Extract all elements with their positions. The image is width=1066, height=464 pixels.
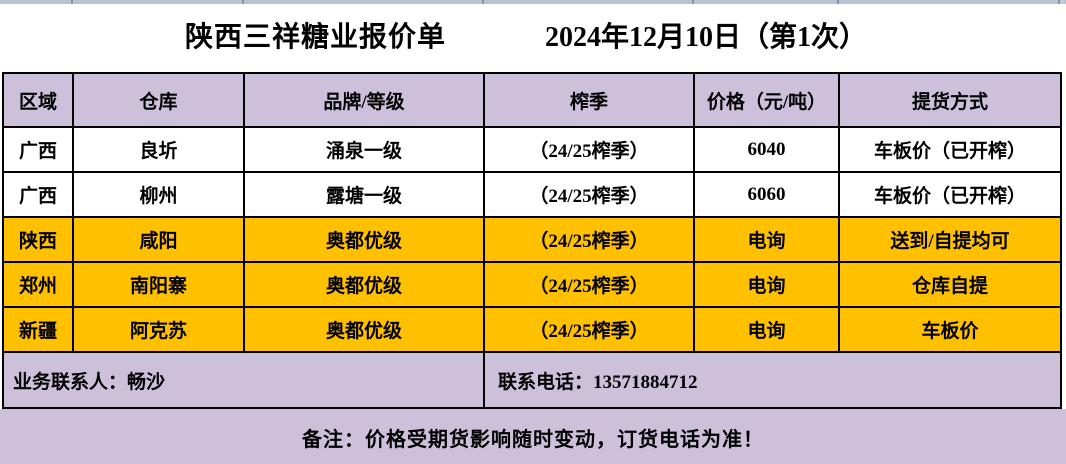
- cell-brand: 露塘一级: [243, 171, 485, 218]
- cell-warehouse: 南阳寨: [72, 261, 245, 308]
- quote-table: 区域 仓库 品牌/等级 榨季 价格（元/吨） 提货方式 广西 良圻 涌泉一级 （24/…: [2, 72, 1062, 409]
- column-gridline-tick: [692, 0, 694, 4]
- cell-warehouse: 咸阳: [72, 216, 245, 263]
- cell-season: （24/25榨季）: [483, 261, 695, 308]
- col-header-brand: 品牌/等级: [243, 72, 485, 128]
- column-gridline-tick: [71, 0, 73, 4]
- contact-row: 业务联系人：畅沙 联系电话：13571884712: [2, 351, 1062, 409]
- col-header-pickup: 提货方式: [838, 72, 1062, 128]
- cell-pickup: 仓库自提: [838, 261, 1062, 308]
- title-row: 陕西三祥糖业报价单 2024年12月10日（第1次）: [0, 4, 1066, 72]
- table-row: 新疆 阿克苏 奥都优级 （24/25榨季） 电询 车板价: [2, 306, 1062, 353]
- cell-warehouse: 良圻: [72, 126, 245, 173]
- cell-brand: 涌泉一级: [243, 126, 485, 173]
- col-header-warehouse: 仓库: [72, 72, 245, 128]
- table-row: 郑州 南阳寨 奥都优级 （24/25榨季） 电询 仓库自提: [2, 261, 1062, 308]
- column-gridline-tick: [482, 0, 484, 4]
- col-header-season: 榨季: [483, 72, 695, 128]
- cell-brand: 奥都优级: [243, 216, 485, 263]
- cell-region: 新疆: [2, 306, 74, 353]
- table-row: 广西 良圻 涌泉一级 （24/25榨季） 6040 车板价（已开榨）: [2, 126, 1062, 173]
- remark-bar: 备注：价格受期货影响随时变动，订货电话为准！: [0, 409, 1066, 464]
- cell-price: 6060: [693, 171, 840, 218]
- remark-text: 备注：价格受期货影响随时变动，订货电话为准！: [302, 428, 764, 451]
- cell-season: （24/25榨季）: [483, 171, 695, 218]
- column-gridline-tick: [837, 0, 839, 4]
- column-gridline-tick: [242, 0, 244, 4]
- cell-pickup: 车板价（已开榨）: [838, 171, 1062, 218]
- header-row: 区域 仓库 品牌/等级 榨季 价格（元/吨） 提货方式: [2, 72, 1062, 128]
- cell-region: 广西: [2, 126, 74, 173]
- table-row: 广西 柳州 露塘一级 （24/25榨季） 6060 车板价（已开榨）: [2, 171, 1062, 218]
- cell-region: 广西: [2, 171, 74, 218]
- contact-person: 业务联系人：畅沙: [2, 351, 485, 409]
- table-row: 陕西 咸阳 奥都优级 （24/25榨季） 电询 送到/自提均可: [2, 216, 1062, 263]
- column-gridline-tick: [1058, 0, 1060, 4]
- cell-pickup: 送到/自提均可: [838, 216, 1062, 263]
- cell-season: （24/25榨季）: [483, 126, 695, 173]
- cell-brand: 奥都优级: [243, 306, 485, 353]
- cell-pickup: 车板价: [838, 306, 1062, 353]
- cell-season: （24/25榨季）: [483, 306, 695, 353]
- cell-warehouse: 阿克苏: [72, 306, 245, 353]
- cell-price: 电询: [693, 261, 840, 308]
- page-title: 陕西三祥糖业报价单: [185, 22, 447, 53]
- cell-pickup: 车板价（已开榨）: [838, 126, 1062, 173]
- contact-phone: 联系电话：13571884712: [483, 351, 1062, 409]
- cell-region: 郑州: [2, 261, 74, 308]
- col-header-region: 区域: [2, 72, 74, 128]
- cell-region: 陕西: [2, 216, 74, 263]
- spreadsheet-edge-strip: [0, 0, 1066, 4]
- cell-season: （24/25榨季）: [483, 216, 695, 263]
- cell-price: 电询: [693, 306, 840, 353]
- title-date: 2024年12月10日（第1次）: [545, 22, 868, 53]
- cell-price: 电询: [693, 216, 840, 263]
- cell-warehouse: 柳州: [72, 171, 245, 218]
- cell-price: 6040: [693, 126, 840, 173]
- col-header-price: 价格（元/吨）: [693, 72, 840, 128]
- cell-brand: 奥都优级: [243, 261, 485, 308]
